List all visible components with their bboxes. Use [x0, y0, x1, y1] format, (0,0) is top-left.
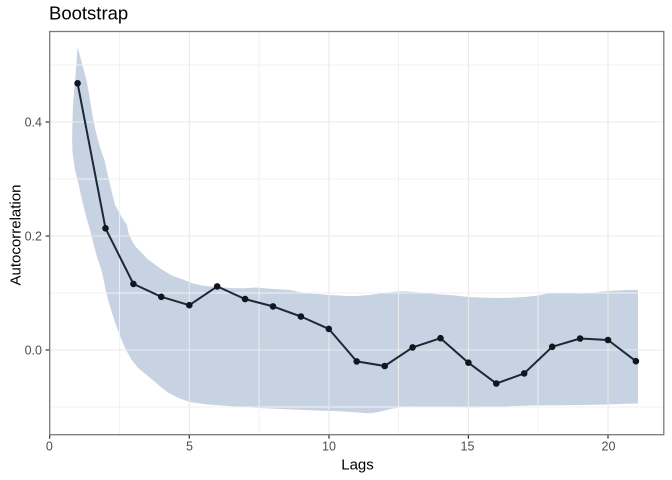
- svg-text:Lags: Lags: [341, 456, 374, 473]
- svg-text:10: 10: [322, 440, 336, 454]
- svg-text:Autocorrelation: Autocorrelation: [7, 185, 24, 286]
- svg-text:0.4: 0.4: [25, 115, 42, 129]
- svg-text:Bootstrap: Bootstrap: [49, 2, 128, 23]
- svg-text:0: 0: [46, 440, 53, 454]
- svg-text:5: 5: [186, 440, 193, 454]
- svg-text:0.2: 0.2: [25, 229, 42, 243]
- svg-text:15: 15: [461, 440, 475, 454]
- svg-text:20: 20: [602, 440, 616, 454]
- svg-text:0.0: 0.0: [25, 343, 42, 357]
